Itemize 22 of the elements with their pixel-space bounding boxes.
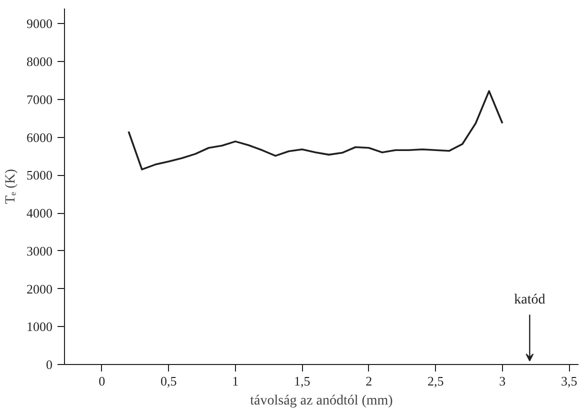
x-tick-label: 2,5 [428, 374, 444, 388]
y-tick-label: 5000 [26, 168, 52, 183]
x-tick-label: 0 [98, 374, 106, 388]
x-tick-label: 1 [232, 374, 239, 388]
y-axis-title: Tₑ (K) [4, 168, 18, 204]
y-tick-label: 8000 [26, 54, 52, 70]
y-tick-label: 3000 [26, 243, 52, 258]
x-tick-label: 3 [499, 374, 506, 388]
x-axis-title: távolság az anódtól (mm) [250, 394, 394, 408]
y-tick-label: 0 [46, 357, 52, 372]
y-tick-label: 9000 [26, 16, 52, 32]
x-tick-label: 3,5 [561, 374, 578, 388]
x-tick-label: 0,5 [160, 374, 177, 388]
line-series [128, 90, 504, 170]
y-tick-label: 6000 [26, 130, 52, 145]
y-tick-label: 2000 [26, 281, 52, 296]
x-tick-label: 1,5 [294, 374, 310, 388]
y-tick-label: 4000 [26, 206, 52, 221]
y-tick-label: 1000 [26, 319, 52, 334]
x-tick-label: 2 [366, 374, 372, 388]
y-tick-label: 7000 [26, 92, 52, 107]
annotation: katód [514, 292, 546, 308]
